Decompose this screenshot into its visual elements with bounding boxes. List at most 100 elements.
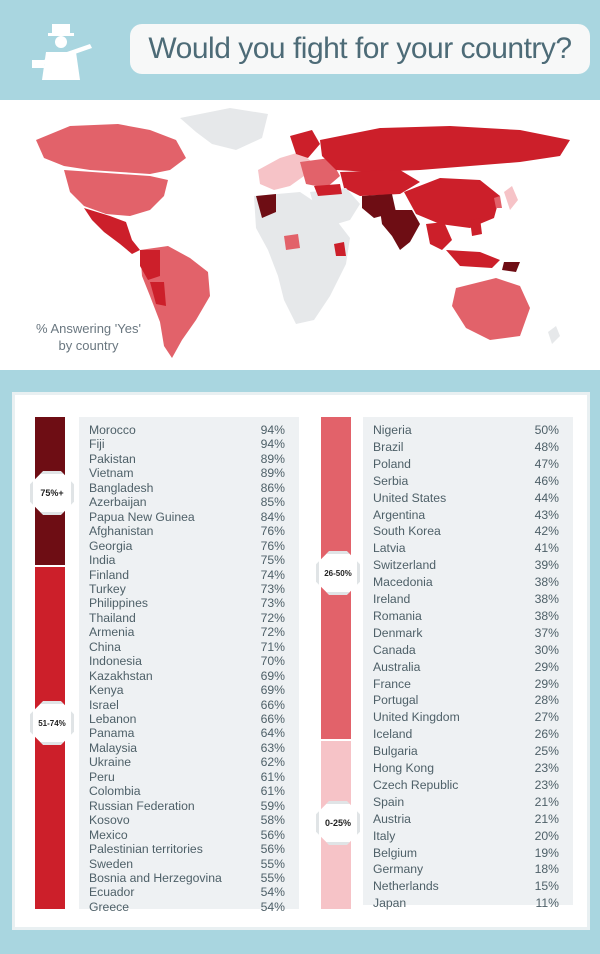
country-percent: 55%: [260, 856, 285, 871]
country-name: Brazil: [373, 439, 404, 454]
country-row: France 29%: [363, 677, 573, 691]
country-name: Ireland: [373, 592, 411, 606]
country-percent: 94%: [260, 423, 285, 437]
country-percent: 15%: [534, 879, 559, 894]
country-percent: 66%: [260, 697, 285, 712]
country-percent: 54%: [260, 885, 285, 900]
map-morocco: [256, 194, 276, 218]
country-percent: 64%: [260, 726, 285, 741]
country-name: Austria: [373, 811, 411, 826]
country-name: Ukraine: [89, 755, 131, 770]
country-percent: 63%: [260, 740, 285, 755]
country-percent: 56%: [260, 842, 285, 857]
map-kazakhstan: [340, 170, 420, 196]
country-percent: 85%: [260, 495, 285, 510]
country-name: Sweden: [89, 856, 134, 871]
country-name: Belgium: [373, 845, 418, 860]
country-name: Poland: [373, 456, 411, 471]
map-japan: [504, 186, 518, 210]
country-row: Azerbaijan 85%: [79, 495, 299, 509]
country-name: Papua New Guinea: [89, 509, 195, 524]
country-name: Philippines: [89, 596, 148, 611]
country-name: Azerbaijan: [89, 495, 147, 510]
country-percent: 73%: [260, 581, 285, 596]
country-name: Ecuador: [89, 885, 135, 900]
country-row: Lebanon 66%: [79, 712, 299, 726]
country-name: Canada: [373, 642, 416, 657]
country-percent: 41%: [534, 541, 559, 556]
map-greenland: [180, 108, 268, 150]
country-name: South Korea: [373, 524, 441, 539]
country-name: United States: [373, 490, 447, 505]
header: Would you fight for your country?: [30, 18, 590, 82]
map-caption-line1: % Answering 'Yes': [36, 321, 141, 336]
country-row: Philippines 73%: [79, 596, 299, 610]
country-percent: 89%: [260, 466, 285, 481]
country-percent: 18%: [534, 862, 559, 877]
country-percent: 61%: [260, 784, 285, 799]
country-percent: 69%: [260, 668, 285, 683]
country-row: Vietnam 89%: [79, 466, 299, 480]
country-percent: 38%: [534, 592, 559, 606]
country-percent: 50%: [534, 423, 559, 437]
map-eastern-europe: [300, 158, 340, 188]
country-name: Panama: [89, 726, 135, 741]
country-name: Portugal: [373, 693, 419, 708]
country-row: Panama 64%: [79, 726, 299, 740]
country-percent: 19%: [534, 845, 559, 860]
country-percent: 75%: [260, 553, 285, 568]
country-percent: 27%: [534, 710, 559, 725]
country-percent: 25%: [534, 744, 559, 759]
country-row: Ukraine 62%: [79, 755, 299, 769]
country-name: Kosovo: [89, 813, 130, 828]
country-percent: 48%: [534, 439, 559, 454]
map-china: [404, 178, 500, 228]
country-row: Indonesia 70%: [79, 654, 299, 668]
country-percent: 38%: [534, 608, 559, 623]
country-row: United Kingdom 27%: [363, 710, 573, 724]
soldier-icon: [32, 24, 92, 80]
map-europe-west: [258, 152, 312, 190]
country-percent: 43%: [534, 507, 559, 522]
country-row: Morocco 94%: [79, 423, 299, 437]
world-map: % Answering 'Yes' by country: [0, 100, 600, 370]
country-row: Denmark 37%: [363, 626, 573, 640]
country-row: Hong Kong 23%: [363, 761, 573, 775]
map-canada: [36, 124, 186, 174]
map-new-zealand: [548, 326, 560, 344]
country-name: Colombia: [89, 784, 141, 799]
country-name: Finland: [89, 567, 129, 582]
country-row: Canada 30%: [363, 643, 573, 657]
country-row: Spain 21%: [363, 795, 573, 809]
country-percent: 73%: [260, 596, 285, 611]
country-row: Romania 38%: [363, 609, 573, 623]
country-percent: 66%: [260, 712, 285, 726]
map-south-korea: [494, 196, 502, 208]
country-name: Romania: [373, 608, 422, 623]
page-title: Would you fight for your country?: [148, 32, 572, 65]
country-row: Iceland 26%: [363, 727, 573, 741]
country-row: Germany 18%: [363, 862, 573, 876]
country-row: China 71%: [79, 640, 299, 654]
country-row: Colombia 61%: [79, 784, 299, 798]
country-row: Belgium 19%: [363, 846, 573, 860]
map-africa: [254, 192, 350, 324]
country-row: Latvia 41%: [363, 541, 573, 555]
country-row: Japan 11%: [363, 896, 573, 910]
country-name: Vietnam: [89, 466, 134, 481]
country-name: Armenia: [89, 625, 135, 640]
country-name: Peru: [89, 769, 115, 784]
country-row: Netherlands 15%: [363, 879, 573, 893]
country-list-panel: 75%+ 51-74% Morocco 94% Fiji 94% Pakistan 89%…: [12, 392, 590, 930]
map-colombia-peru: [140, 250, 160, 280]
country-row: South Korea 42%: [363, 524, 573, 538]
country-percent: 23%: [534, 777, 559, 792]
country-row: United States 44%: [363, 491, 573, 505]
country-percent: 84%: [260, 509, 285, 524]
badge-0-25: 0-25%: [316, 801, 360, 845]
badge-51-74: 51-74%: [30, 701, 74, 745]
country-row: Argentina 43%: [363, 508, 573, 522]
country-row: Kenya 69%: [79, 683, 299, 697]
country-row: Brazil 48%: [363, 440, 573, 454]
country-name: Greece: [89, 899, 129, 914]
